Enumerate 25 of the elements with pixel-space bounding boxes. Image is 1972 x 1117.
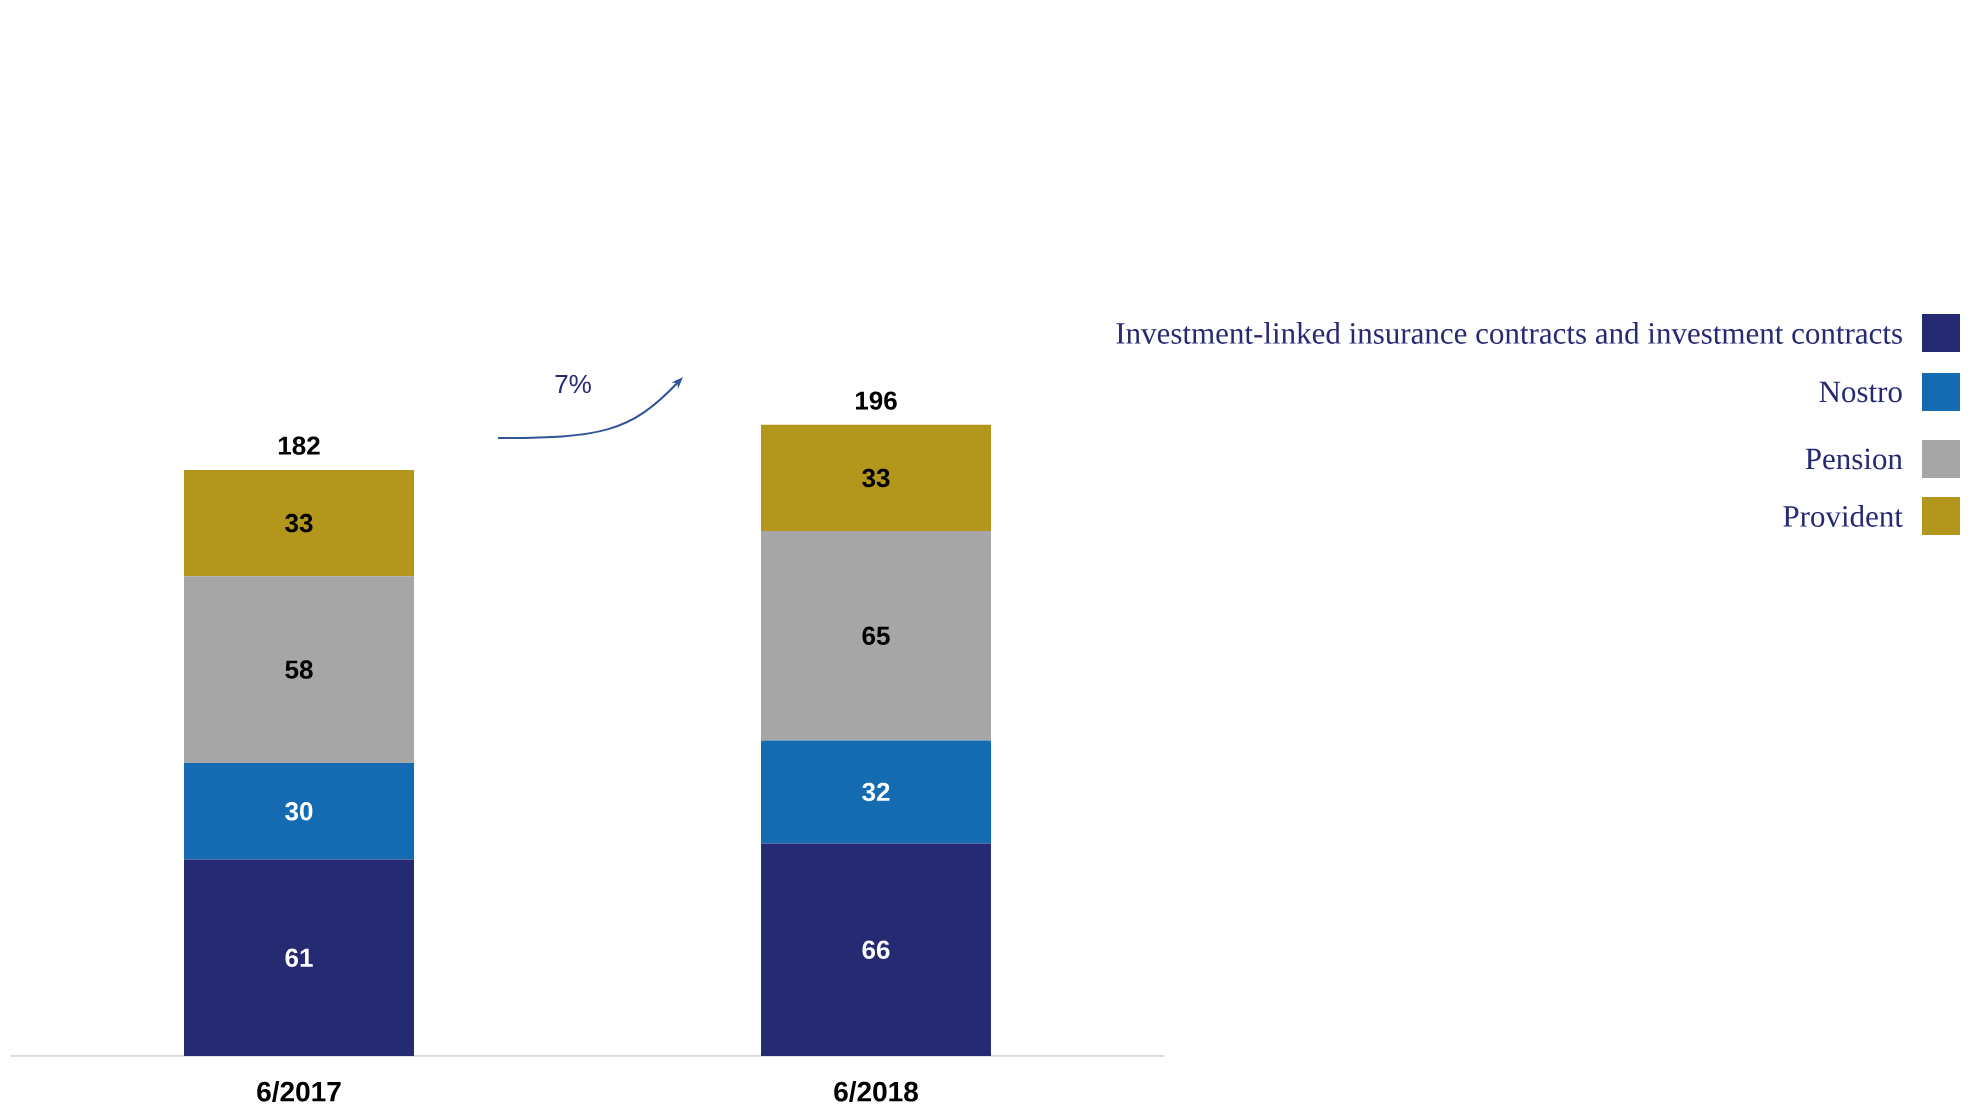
- data-label: 61: [285, 948, 313, 967]
- data-label: 66: [862, 940, 890, 959]
- data-label: 58: [285, 660, 313, 679]
- legend-label: Investment-linked insurance contracts and investment contracts: [1116, 322, 1902, 344]
- x-tick-label: 6/2018: [834, 1081, 918, 1102]
- data-label: 33: [285, 513, 313, 533]
- bar: [761, 843, 991, 1056]
- bar: [184, 576, 415, 763]
- total-label: 182: [278, 436, 320, 455]
- bar: [761, 424, 991, 532]
- bar: [184, 469, 415, 577]
- bar: [184, 859, 415, 1056]
- bar: [761, 740, 991, 844]
- data-label: 33: [862, 468, 890, 488]
- legend-label: Provident: [1783, 505, 1903, 527]
- total-label: 196: [855, 391, 897, 410]
- data-label: 32: [862, 782, 890, 802]
- data-label: 30: [285, 802, 313, 821]
- legend-label: Nostro: [1819, 381, 1902, 403]
- text: 7%: [555, 374, 591, 394]
- data-label: 65: [862, 626, 890, 645]
- legend-label: Pension: [1805, 448, 1903, 470]
- bar: [761, 531, 991, 741]
- x-tick-label: 6/2017: [257, 1081, 341, 1102]
- bar: [184, 762, 415, 860]
